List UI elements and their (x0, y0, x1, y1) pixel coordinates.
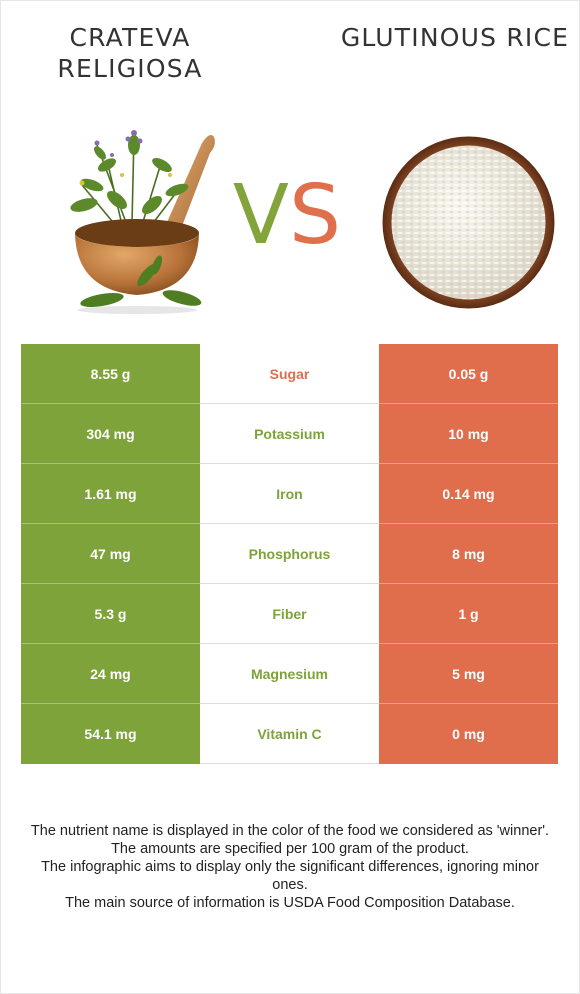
footer-note-winner: The nutrient name is displayed in the co… (30, 823, 550, 839)
herbs-mortar-image (70, 130, 215, 314)
right-value: 10 mg (379, 404, 558, 464)
nutrient-name: Fiber (200, 584, 379, 644)
nutrient-name: Iron (200, 464, 379, 524)
nutrient-name: Potassium (200, 404, 379, 464)
vs-label: VS (232, 168, 342, 263)
left-value: 54.1 mg (21, 704, 200, 764)
left-value: 24 mg (21, 644, 200, 704)
left-value: 304 mg (21, 404, 200, 464)
nutrient-name: Sugar (200, 344, 379, 404)
right-value: 0.14 mg (379, 464, 558, 524)
left-value: 8.55 g (21, 344, 200, 404)
table-row: 304 mg Potassium 10 mg (21, 404, 558, 464)
table-row: 8.55 g Sugar 0.05 g (21, 344, 558, 404)
table-row: 5.3 g Fiber 1 g (21, 584, 558, 644)
right-value: 1 g (379, 584, 558, 644)
nutrient-comparison-table: 8.55 g Sugar 0.05 g 304 mg Potassium 10 mg 1.6… (21, 344, 558, 764)
rice-bowl-image (382, 136, 555, 309)
left-value: 47 mg (21, 524, 200, 584)
right-value: 0 mg (379, 704, 558, 764)
footer-notes: The nutrient name is displayed in the co… (30, 822, 550, 912)
nutrient-name: Vitamin C (200, 704, 379, 764)
right-value: 5 mg (379, 644, 558, 704)
right-food-title: GLUTINOUS RICE (340, 23, 570, 52)
nutrient-name: Magnesium (200, 644, 379, 704)
table-row: 1.61 mg Iron 0.14 mg (21, 464, 558, 524)
footer-note-source: The main source of information is USDA F… (65, 895, 515, 911)
left-value: 5.3 g (21, 584, 200, 644)
table-row: 24 mg Magnesium 5 mg (21, 644, 558, 704)
left-value: 1.61 mg (21, 464, 200, 524)
left-food-title: CRATEVA RELIGIOSA (57, 23, 203, 83)
right-value: 8 mg (379, 524, 558, 584)
footer-note-differences: The infographic aims to display only the… (41, 859, 539, 893)
right-value: 0.05 g (379, 344, 558, 404)
table-row: 47 mg Phosphorus 8 mg (21, 524, 558, 584)
nutrient-name: Phosphorus (200, 524, 379, 584)
footer-note-amounts: The amounts are specified per 100 gram o… (111, 841, 469, 857)
